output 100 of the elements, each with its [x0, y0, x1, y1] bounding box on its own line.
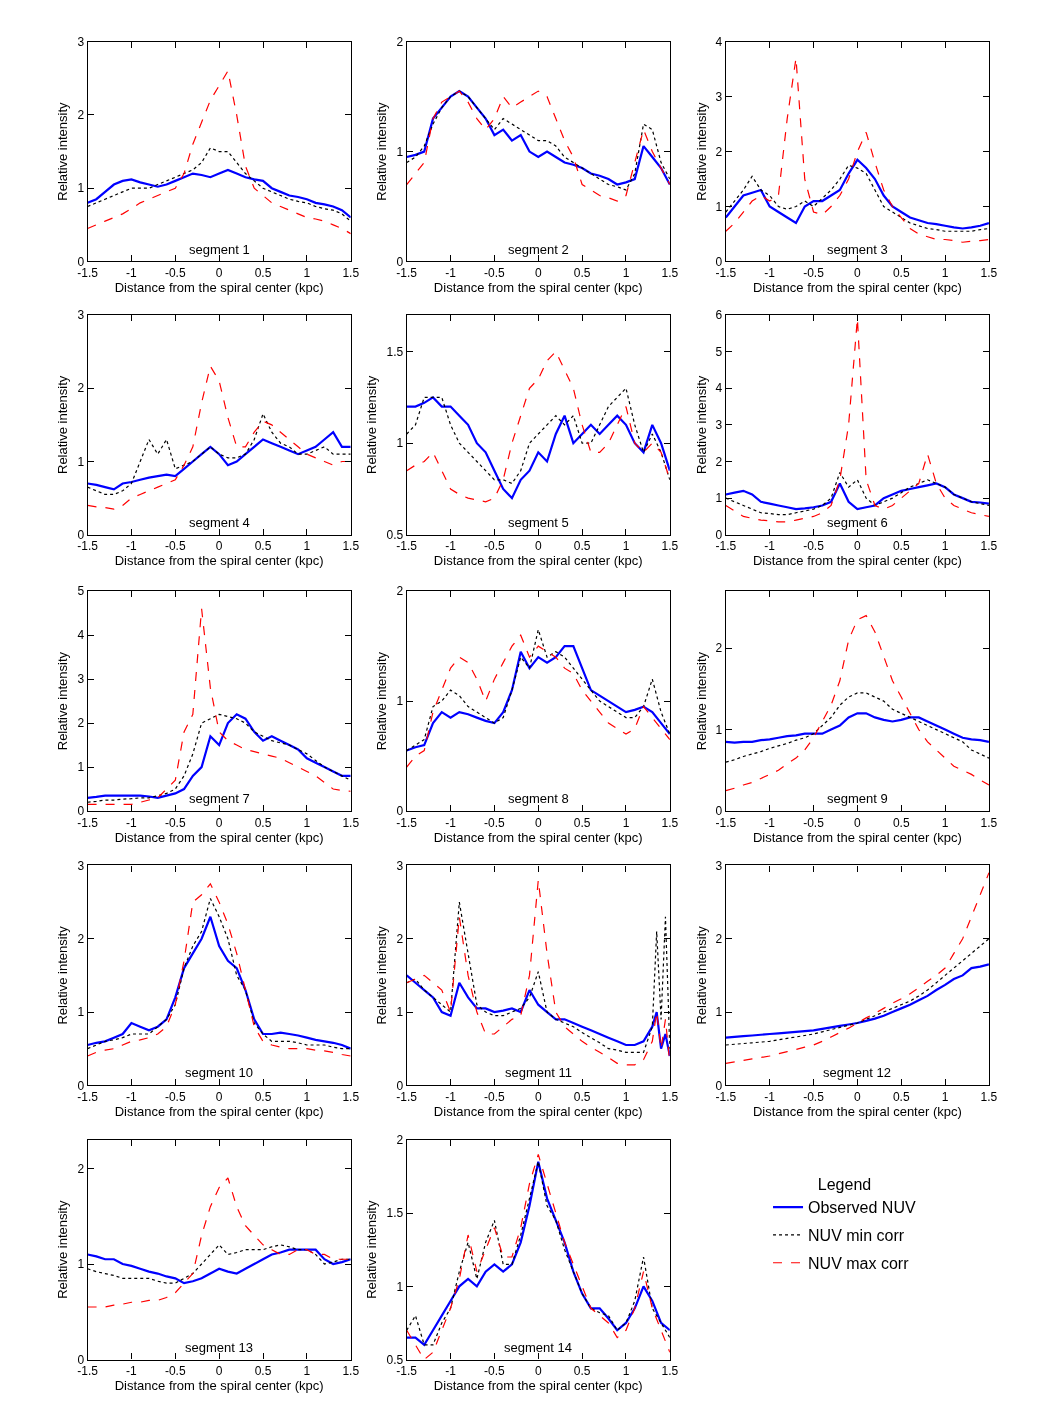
x-tick-label: -1.5 — [396, 539, 418, 554]
y-tick-label: 1 — [77, 1005, 85, 1020]
x-tick-label: -1.5 — [77, 539, 99, 554]
x-tick-label: 1 — [941, 1089, 949, 1104]
y-axis-title: Relative intensity — [374, 925, 390, 1025]
x-tick-label: -0.5 — [803, 265, 825, 280]
annotation: segment 14 — [504, 1340, 572, 1355]
x-tick-label: 1.5 — [661, 1364, 679, 1379]
y-tick-label: 1 — [396, 1279, 404, 1294]
y-axis-title: Relative intensity — [364, 1200, 380, 1299]
x-tick-label: 1.5 — [342, 1089, 360, 1104]
x-axis-title: Distance from the spiral center (kpc) — [433, 1378, 643, 1394]
x-tick-label: 1.5 — [980, 265, 998, 280]
x-tick-label: 0 — [534, 1089, 542, 1104]
y-tick-label: 3 — [77, 308, 85, 323]
y-tick-label: 3 — [715, 418, 723, 433]
y-tick-label: 5 — [77, 584, 85, 599]
x-tick-label: -1 — [445, 815, 457, 830]
y-axis-title: Relative intensity — [374, 101, 390, 201]
y-axis-title: Relative intensity — [693, 101, 709, 201]
y-tick-label: 4 — [715, 34, 723, 49]
x-tick-label: -1.5 — [715, 539, 737, 554]
x-axis-title: Distance from the spiral center (kpc) — [433, 1103, 643, 1119]
x-tick-label: 0.5 — [573, 265, 591, 280]
x-tick-label: -1 — [126, 265, 138, 280]
x-tick-label: -1 — [126, 815, 138, 830]
x-tick-label: 1.5 — [342, 1364, 360, 1379]
x-tick-label: -1.5 — [396, 1364, 418, 1379]
y-tick-label: 4 — [715, 381, 723, 396]
y-tick-label: 1 — [396, 144, 404, 159]
y-tick-label: 2 — [396, 34, 404, 49]
y-tick-label: 4 — [77, 628, 85, 643]
y-axis-title: Relative intensity — [693, 375, 709, 474]
x-tick-label: 0.5 — [573, 815, 591, 830]
annotation: segment 7 — [189, 791, 250, 806]
x-tick-label: 1 — [303, 265, 311, 280]
y-tick-label: 0.5 — [386, 1352, 404, 1367]
y-tick-label: 3 — [77, 858, 85, 873]
x-tick-label: 0.5 — [892, 265, 910, 280]
x-tick-label: 1.5 — [342, 265, 360, 280]
x-tick-label: 0 — [215, 1089, 223, 1104]
x-axis-title: Distance from the spiral center (kpc) — [114, 1103, 324, 1119]
annotation: segment 1 — [189, 242, 250, 257]
line-series — [87, 431, 351, 491]
x-tick-label: -0.5 — [484, 815, 506, 830]
line-series — [87, 70, 351, 235]
x-tick-label: 0.5 — [573, 1364, 591, 1379]
annotation: segment 6 — [827, 515, 888, 530]
y-tick-label: 0 — [77, 527, 85, 542]
y-tick-label: 2 — [77, 931, 85, 946]
y-tick-label: 1 — [77, 1257, 85, 1272]
x-tick-label: 1 — [622, 1089, 630, 1104]
y-tick-label: 2 — [715, 454, 723, 469]
y-tick-label: 2 — [77, 108, 85, 123]
x-tick-label: -0.5 — [164, 1364, 186, 1379]
y-axis-title: Relative intensity — [364, 375, 380, 474]
x-tick-label: 0 — [854, 815, 862, 830]
line-series — [87, 168, 351, 219]
line-series — [406, 350, 670, 503]
x-tick-label: 0 — [534, 265, 542, 280]
x-tick-label: 1 — [303, 539, 311, 554]
line-series — [725, 872, 989, 1064]
x-tick-label: 1.5 — [661, 265, 679, 280]
x-tick-label: 1.5 — [661, 539, 679, 554]
legend-label: NUV max corr — [808, 1255, 910, 1273]
x-axis-title: Distance from the spiral center (kpc) — [433, 553, 643, 569]
x-tick-label: 0.5 — [254, 539, 272, 554]
x-tick-label: -0.5 — [484, 539, 506, 554]
y-tick-label: 3 — [396, 858, 404, 873]
x-axis-title: Distance from the spiral center (kpc) — [114, 279, 324, 295]
annotation: segment 11 — [505, 1065, 572, 1080]
y-tick-label: 1.5 — [386, 344, 404, 359]
y-tick-label: 0 — [77, 1352, 85, 1367]
y-tick-label: 2 — [715, 144, 723, 159]
y-axis-title: Relative intensity — [693, 651, 709, 751]
annotation: segment 5 — [508, 515, 569, 530]
line-series — [725, 482, 989, 511]
x-tick-label: 0.5 — [254, 815, 272, 830]
x-tick-label: 0 — [854, 539, 862, 554]
x-tick-label: 1 — [622, 815, 630, 830]
x-tick-label: -1 — [445, 1364, 457, 1379]
x-axis-title: Distance from the spiral center (kpc) — [752, 1103, 962, 1119]
x-tick-label: 1 — [622, 265, 630, 280]
x-tick-label: -0.5 — [484, 265, 506, 280]
x-axis-title: Distance from the spiral center (kpc) — [114, 1378, 324, 1394]
y-tick-label: 1 — [77, 454, 85, 469]
y-tick-label: 2 — [77, 716, 85, 731]
annotation: segment 12 — [823, 1065, 891, 1080]
x-tick-label: 0.5 — [573, 539, 591, 554]
y-axis-title: Relative intensity — [55, 101, 71, 201]
legend-title: Legend — [817, 1176, 872, 1194]
x-tick-label: 0 — [534, 539, 542, 554]
x-tick-label: 1.5 — [661, 1089, 679, 1104]
annotation: segment 8 — [508, 791, 569, 806]
x-tick-label: -0.5 — [164, 1089, 186, 1104]
x-tick-label: 1 — [622, 539, 630, 554]
line-series — [725, 615, 989, 792]
x-tick-label: 1 — [303, 1089, 311, 1104]
y-axis-title: Relative intensity — [55, 925, 71, 1025]
annotation: segment 10 — [185, 1065, 253, 1080]
